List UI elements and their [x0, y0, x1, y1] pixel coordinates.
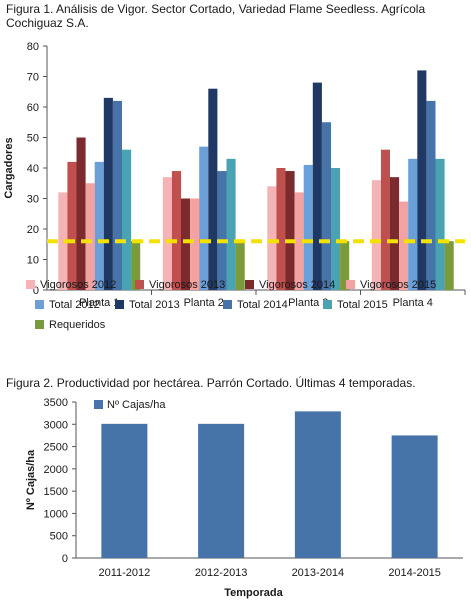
bar-cajas-2014-2015: [391, 435, 438, 558]
bar-vigorosos-2012-planta-1: [58, 192, 68, 290]
legend-swatch: [323, 300, 332, 309]
legend-label: Vigorosos 2013: [149, 279, 225, 291]
bar-vigorosos-2012-planta-4: [371, 180, 381, 290]
y-tick-label: 1500: [44, 486, 68, 498]
x-tick-label: 2012-2013: [195, 567, 248, 579]
x-tick-label: Planta 4: [393, 297, 433, 309]
x-tick-label: 2013-2014: [292, 567, 345, 579]
bar-vigorosos-2014-planta-1: [76, 137, 86, 290]
bar-total-2012-planta-4: [408, 158, 418, 290]
legend-label: Total 2012: [49, 299, 100, 311]
bar-vigorosos-2013-planta-2: [171, 171, 181, 290]
bar-vigorosos-2014-planta-2: [181, 198, 191, 290]
y-tick-label: 2500: [44, 442, 68, 454]
x-tick-label: 2011-2012: [98, 567, 150, 579]
bar-total-2014-planta-2: [217, 171, 227, 290]
y-axis-title: Cargadores: [3, 137, 15, 198]
x-tick-label: 2014-2015: [388, 567, 441, 579]
legend-swatch: [35, 320, 44, 329]
bar-total-2012-planta-1: [94, 161, 104, 290]
y-tick-label: 500: [50, 531, 68, 543]
bar-vigorosos-2013-planta-1: [67, 161, 77, 290]
x-axis-title: Temporada: [224, 587, 283, 599]
bar-total-2014-planta-4: [426, 100, 436, 291]
legend-label: Vigorosos 2015: [360, 279, 436, 291]
bar-requeridos-planta-3: [340, 241, 350, 290]
figure2-chart: 0 500 1000 1500 2000 2500 3000 3500 Nº Cajas/ha 2…: [25, 397, 463, 599]
y-tick-label: 0: [33, 285, 39, 297]
bar-total-2015-planta-2: [226, 158, 236, 290]
y-tick-label: 10: [27, 255, 39, 267]
bar-vigorosos-2013-planta-3: [276, 168, 286, 290]
bar-requeridos-planta-1: [131, 241, 141, 290]
bar-vigorosos-2012-planta-3: [267, 186, 277, 290]
bar-vigorosos-2014-planta-3: [285, 171, 295, 290]
figure1-caption: Figura 1. Análisis de Vigor. Sector Cort…: [6, 2, 426, 30]
legend-swatch: [35, 300, 44, 309]
bar-vigorosos-2015-planta-2: [190, 198, 200, 290]
bar-total-2014-planta-3: [321, 122, 331, 290]
y-tick-label: 70: [27, 72, 39, 84]
y-tick-label: 40: [27, 163, 39, 175]
bar-total-2012-planta-2: [199, 146, 209, 290]
bar-total-2013-planta-4: [417, 70, 427, 291]
legend-label: Vigorosos 2014: [259, 279, 335, 291]
bar-vigorosos-2013-planta-4: [380, 149, 390, 290]
bar-vigorosos-2015-planta-3: [294, 192, 304, 290]
legend-swatch: [223, 300, 232, 309]
legend-swatch: [346, 280, 355, 289]
x-tick-label: Planta 3: [288, 297, 328, 309]
y-tick-label: 20: [27, 224, 39, 236]
bar-cajas-2011-2012: [101, 423, 148, 558]
legend-label: Total 2015: [337, 299, 388, 311]
y-tick-label: 60: [27, 102, 39, 114]
bar-vigorosos-2015-planta-1: [85, 183, 95, 290]
legend-swatch: [245, 280, 254, 289]
legend-label: Requeridos: [49, 319, 106, 331]
legend-swatch: [94, 400, 103, 409]
legend-label: Vigorosos 2012: [40, 279, 116, 291]
y-tick-label: 2000: [44, 464, 68, 476]
figure2-caption: Figura 2. Productividad por hectárea. Pa…: [6, 376, 416, 390]
legend-label: Total 2014: [237, 299, 288, 311]
legend-swatch: [26, 280, 35, 289]
legend-label: Nº Cajas/ha: [107, 399, 166, 411]
bar-total-2015-planta-4: [435, 158, 445, 290]
y-tick-label: 1000: [44, 508, 68, 520]
bar-cajas-2012-2013: [198, 423, 245, 558]
y-tick-label: 30: [27, 194, 39, 206]
figure1-chart: 0 10 20 30 40 50 60 70 80 Cargadores Planta 1 Plant…: [3, 41, 466, 331]
bar-total-2014-planta-1: [112, 100, 122, 291]
bar-total-2013-planta-3: [312, 82, 322, 290]
y-tick-label: 3500: [44, 397, 68, 409]
bar-requeridos-planta-2: [235, 241, 245, 290]
legend-swatch: [115, 300, 124, 309]
legend-label: Total 2013: [129, 299, 180, 311]
y-tick-label: 0: [62, 553, 68, 565]
bar-requeridos-planta-4: [444, 241, 454, 290]
legend-swatch: [135, 280, 144, 289]
y-axis-title: Nº Cajas/ha: [25, 449, 37, 510]
bar-vigorosos-2014-planta-4: [390, 177, 400, 290]
y-tick-label: 80: [27, 41, 39, 53]
bar-total-2012-planta-3: [303, 164, 313, 290]
bar-cajas-2013-2014: [294, 411, 341, 558]
x-tick-label: Planta 2: [184, 297, 224, 309]
y-tick-label: 50: [27, 133, 39, 145]
bar-vigorosos-2012-planta-2: [162, 177, 172, 290]
bar-total-2013-planta-1: [103, 97, 113, 290]
x-tick-label: Planta 1: [79, 297, 119, 309]
bar-vigorosos-2015-planta-4: [399, 201, 409, 290]
bar-total-2013-planta-2: [208, 88, 218, 290]
y-tick-label: 3000: [44, 419, 68, 431]
bar-total-2015-planta-3: [331, 168, 341, 290]
bar-total-2015-planta-1: [122, 149, 132, 290]
